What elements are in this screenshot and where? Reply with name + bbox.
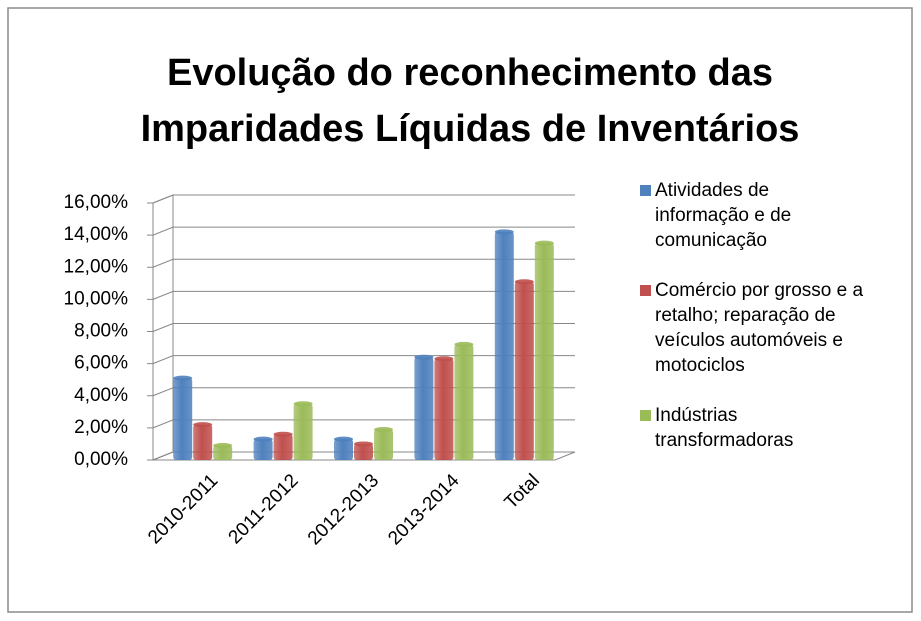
bar-top xyxy=(494,229,514,235)
bar-top xyxy=(374,426,393,432)
chart-title: Evolução do reconhecimento das xyxy=(167,52,773,94)
y-tick-label: 8,00% xyxy=(74,321,128,342)
legend-swatch xyxy=(640,285,651,296)
x-tick-label: 2012-2013 xyxy=(304,470,383,549)
legend-swatch xyxy=(640,410,651,421)
bar xyxy=(414,357,434,460)
x-tick-label: 2013-2014 xyxy=(384,470,463,549)
bar-top xyxy=(293,401,313,407)
bar-top xyxy=(454,341,474,347)
bar-top xyxy=(434,356,454,362)
bar-top xyxy=(334,436,353,442)
bar xyxy=(534,243,554,460)
bar xyxy=(293,403,313,460)
legend-label: Atividades de informação e de comunicaçã… xyxy=(655,180,792,251)
chart-title: Imparidades Líquidas de Inventários xyxy=(141,108,800,150)
y-tick-label: 4,00% xyxy=(74,385,128,406)
y-tick-label: 14,00% xyxy=(64,224,129,245)
chart-frame xyxy=(7,7,913,613)
grid-line xyxy=(152,355,575,365)
bar xyxy=(213,445,233,460)
grid-line xyxy=(152,226,575,236)
bar-top xyxy=(534,240,554,246)
grid-line xyxy=(152,258,575,268)
bar-top xyxy=(173,375,193,381)
bar-top xyxy=(213,443,233,449)
legend-label: Comércio por grosso e a retalho; reparaç… xyxy=(655,280,864,376)
legend-item: Atividades de informação e de comunicaçã… xyxy=(640,178,921,253)
y-tick-label: 10,00% xyxy=(64,288,129,309)
bar-top xyxy=(354,441,373,447)
x-tick-label: 2010-2011 xyxy=(144,470,222,548)
bar-top xyxy=(414,354,434,360)
grid-line xyxy=(152,194,575,204)
legend-item: Indústrias transformadoras xyxy=(640,403,921,453)
legend-label: Indústrias transformadoras xyxy=(655,405,794,451)
y-tick-label: 12,00% xyxy=(64,256,129,277)
bar-top xyxy=(273,431,293,437)
legend-swatch xyxy=(640,185,651,196)
x-tick-label: Total xyxy=(501,470,544,513)
bar xyxy=(514,281,534,460)
legend-item: Comércio por grosso e a retalho; reparaç… xyxy=(640,278,921,378)
bar xyxy=(173,378,193,460)
bar xyxy=(454,344,474,460)
legend: Atividades de informação e de comunicaçã… xyxy=(640,178,921,478)
bar xyxy=(374,429,393,460)
x-tick-label: 2011-2012 xyxy=(225,470,303,548)
y-tick-label: 6,00% xyxy=(74,353,128,374)
bar-top xyxy=(193,422,213,428)
grid-line xyxy=(152,290,575,300)
bar xyxy=(193,424,213,460)
y-tick-label: 2,00% xyxy=(74,417,128,438)
bar xyxy=(434,358,454,460)
bar xyxy=(253,439,273,460)
bar-top xyxy=(514,279,534,285)
y-tick-label: 16,00% xyxy=(64,192,129,213)
y-tick-label: 0,00% xyxy=(74,449,128,470)
bar xyxy=(273,434,293,460)
bar xyxy=(354,443,373,460)
bar-top xyxy=(253,436,273,442)
grid-line xyxy=(152,323,575,332)
bar xyxy=(334,439,353,460)
bar xyxy=(494,231,514,460)
